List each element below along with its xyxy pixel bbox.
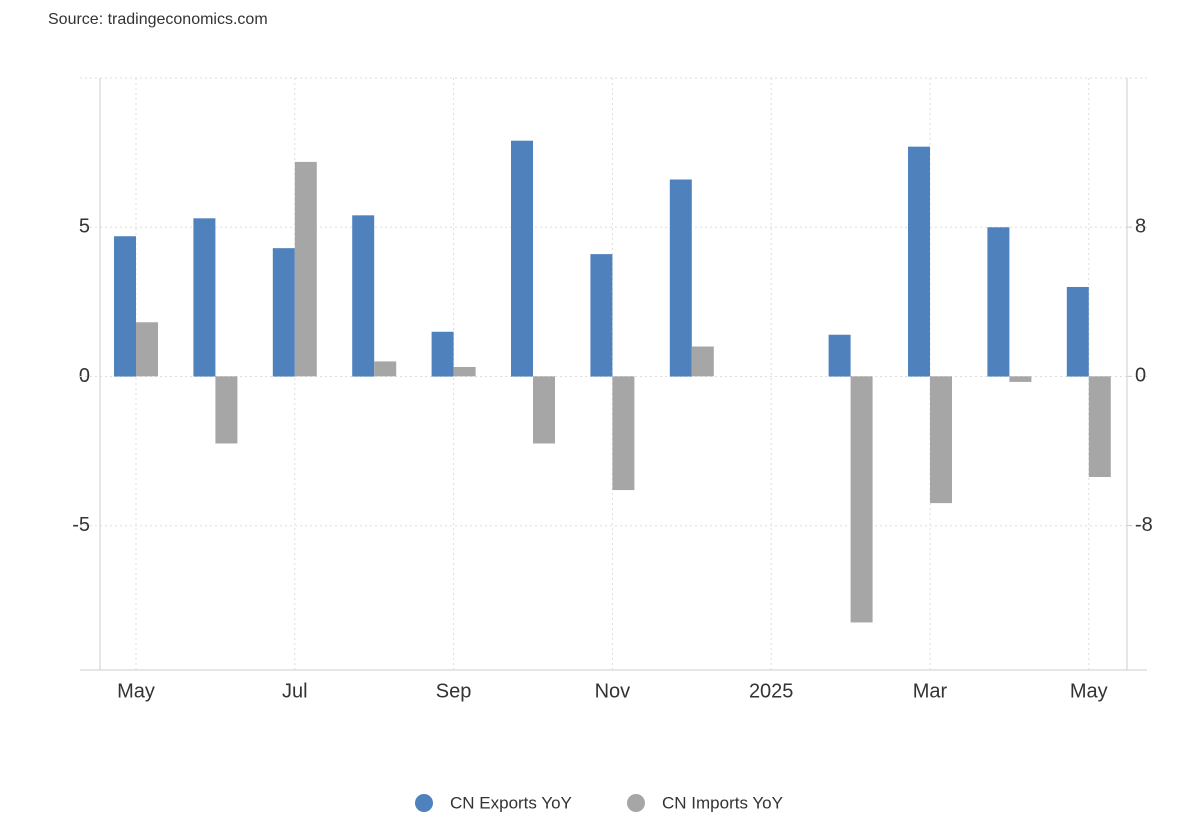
bar	[193, 218, 216, 377]
bar	[294, 161, 317, 377]
legend-swatch	[415, 794, 433, 812]
bar	[352, 215, 375, 377]
x-tick-label: Sep	[436, 680, 472, 702]
y-tick-label: 5	[79, 216, 90, 238]
bar	[272, 248, 295, 377]
bar	[987, 227, 1010, 377]
bar	[453, 367, 476, 377]
x-tick-label: Mar	[913, 680, 948, 702]
bar	[930, 376, 952, 504]
bar	[590, 254, 613, 377]
y-tick-label: -5	[72, 514, 90, 536]
bar	[669, 179, 692, 377]
bar	[828, 334, 851, 377]
x-tick-label: Jul	[282, 680, 308, 702]
bar	[431, 331, 454, 377]
y-tick-label: 0	[79, 365, 90, 387]
legend-label: CN Exports YoY	[450, 793, 572, 812]
bar	[612, 376, 635, 491]
x-tick-label: May	[117, 680, 155, 702]
bar	[1088, 376, 1111, 478]
bar	[1066, 286, 1089, 377]
bar	[215, 376, 238, 444]
bar	[511, 140, 533, 377]
bar	[908, 146, 930, 377]
y2-tick-label: -8	[1135, 514, 1153, 536]
bar	[136, 322, 158, 377]
source: Source: tradingeconomics.com	[48, 11, 268, 28]
legend-swatch	[627, 794, 645, 812]
x-tick-label: 2025	[749, 680, 794, 702]
legend-label: CN Imports YoY	[662, 793, 783, 812]
bar	[850, 376, 873, 623]
bar	[114, 236, 136, 377]
bar	[1009, 376, 1032, 382]
y2-tick-label: 8	[1135, 215, 1146, 237]
y2-tick-label: 0	[1135, 365, 1146, 387]
x-tick-label: May	[1070, 680, 1108, 702]
bar	[691, 346, 714, 377]
bar	[533, 376, 555, 444]
bar	[374, 361, 397, 377]
x-tick-label: Nov	[595, 680, 631, 702]
